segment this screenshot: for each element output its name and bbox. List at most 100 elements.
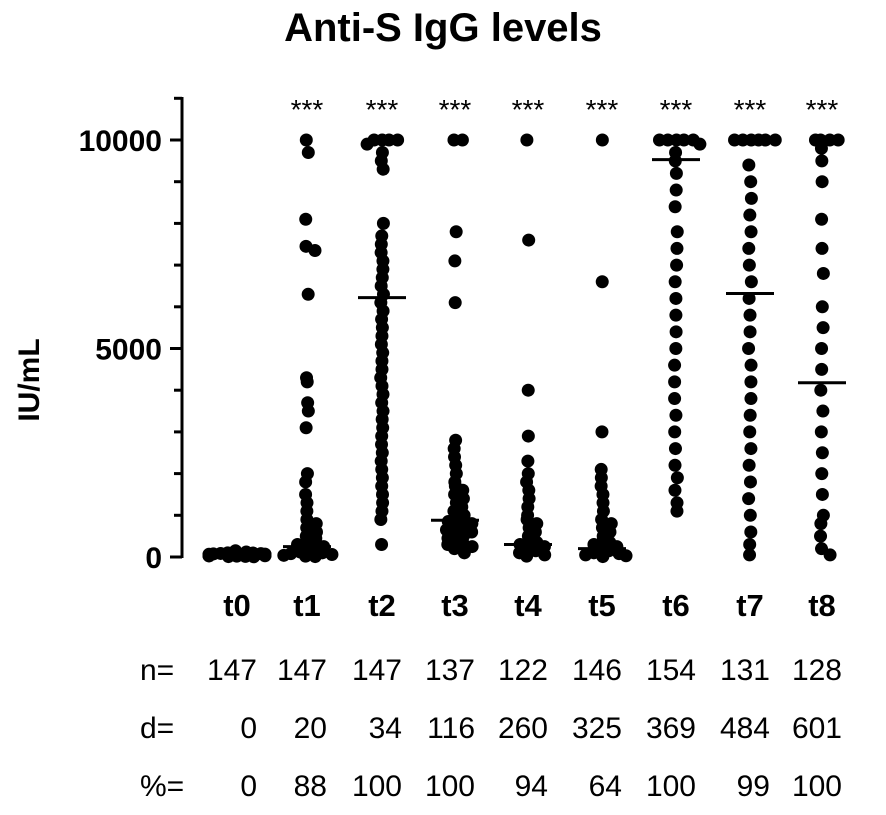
data-point — [538, 548, 552, 562]
significance-marker: *** — [291, 94, 324, 125]
data-point — [308, 550, 322, 564]
data-point — [743, 408, 757, 422]
data-point — [301, 146, 315, 160]
data-point — [652, 133, 666, 147]
data-point — [743, 325, 757, 339]
data-point — [447, 542, 461, 556]
data-point — [816, 266, 830, 280]
stats-row-label: d= — [140, 712, 175, 745]
data-point — [595, 133, 609, 147]
data-point — [596, 550, 610, 564]
data-point — [742, 158, 756, 172]
data-point — [814, 517, 828, 531]
data-point — [202, 549, 216, 563]
data-point — [815, 212, 829, 226]
stats-cell: 601 — [791, 712, 842, 745]
data-point — [376, 216, 390, 230]
significance-marker: *** — [734, 94, 767, 125]
data-point — [758, 133, 772, 147]
data-point — [520, 549, 534, 563]
stats-cell: 128 — [791, 654, 842, 687]
stats-row-label: n= — [140, 654, 175, 687]
data-point — [670, 241, 684, 255]
stats-cell: 100 — [424, 770, 475, 803]
data-point — [300, 375, 314, 389]
stats-cell: 122 — [497, 654, 548, 687]
data-point — [742, 342, 756, 355]
data-point — [693, 137, 707, 151]
data-point — [815, 362, 829, 376]
data-point — [668, 458, 682, 472]
data-point — [742, 258, 756, 272]
data-point — [391, 133, 405, 147]
data-point — [831, 133, 845, 147]
data-point — [743, 548, 757, 562]
data-point — [743, 425, 757, 439]
data-point — [670, 258, 684, 272]
stats-cell: 325 — [571, 712, 622, 745]
significance-marker: *** — [439, 94, 472, 125]
data-point — [669, 342, 683, 355]
data-point — [668, 200, 682, 214]
stats-cell: 34 — [368, 712, 402, 745]
data-point — [743, 537, 757, 551]
stats-cell: 147 — [351, 654, 402, 687]
stats-cell: 100 — [791, 770, 842, 803]
stats-cell: 0 — [240, 770, 257, 803]
x-tick-label: t5 — [588, 588, 616, 623]
data-point — [815, 241, 829, 255]
data-point — [815, 446, 829, 460]
data-point — [449, 225, 463, 239]
data-point — [595, 275, 609, 289]
data-point — [301, 404, 315, 418]
stats-cell: 154 — [645, 654, 696, 687]
data-point — [669, 166, 683, 180]
data-point — [744, 275, 758, 289]
data-point — [744, 442, 758, 456]
data-point — [744, 525, 758, 539]
data-point — [521, 454, 535, 468]
stats-cell: 100 — [351, 770, 402, 803]
data-point — [455, 133, 469, 147]
data-point — [815, 487, 829, 501]
data-point — [816, 404, 830, 418]
data-point — [448, 254, 462, 268]
data-point — [360, 137, 374, 151]
data-point — [668, 358, 682, 372]
x-tick-label: t8 — [808, 588, 836, 623]
data-point — [744, 375, 758, 389]
data-point — [744, 358, 758, 372]
data-point — [277, 548, 291, 562]
data-point — [768, 133, 782, 147]
x-tick-label: t3 — [441, 588, 469, 623]
data-point — [669, 291, 683, 305]
stats-cell: 131 — [719, 654, 770, 687]
data-point — [308, 244, 322, 258]
data-point — [521, 429, 535, 443]
data-point — [742, 291, 756, 305]
data-point — [299, 133, 313, 147]
data-point — [814, 383, 828, 397]
data-point — [823, 548, 837, 562]
x-tick-label: t2 — [368, 588, 396, 623]
data-point — [522, 233, 536, 247]
stats-cell: 147 — [206, 654, 257, 687]
stats-row-label: %= — [140, 770, 185, 803]
plot-area: 0 5000 10000 t0 *** t1 *** t2 *** t3 *** t4 *** t5 ***… — [79, 94, 846, 623]
data-point — [669, 308, 683, 322]
data-point — [579, 548, 593, 562]
data-point — [743, 508, 757, 522]
data-point — [742, 241, 756, 255]
y-tick-label: 5000 — [95, 334, 162, 367]
stats-cell: 137 — [424, 654, 475, 687]
data-point — [668, 442, 682, 456]
chart-title: Anti-S IgG levels — [284, 6, 602, 50]
data-point — [669, 183, 683, 197]
data-point — [669, 325, 683, 339]
data-point — [301, 287, 315, 301]
data-point — [815, 342, 829, 355]
data-point — [668, 392, 682, 406]
y-tick-label: 10000 — [79, 125, 162, 158]
data-point — [375, 537, 389, 551]
